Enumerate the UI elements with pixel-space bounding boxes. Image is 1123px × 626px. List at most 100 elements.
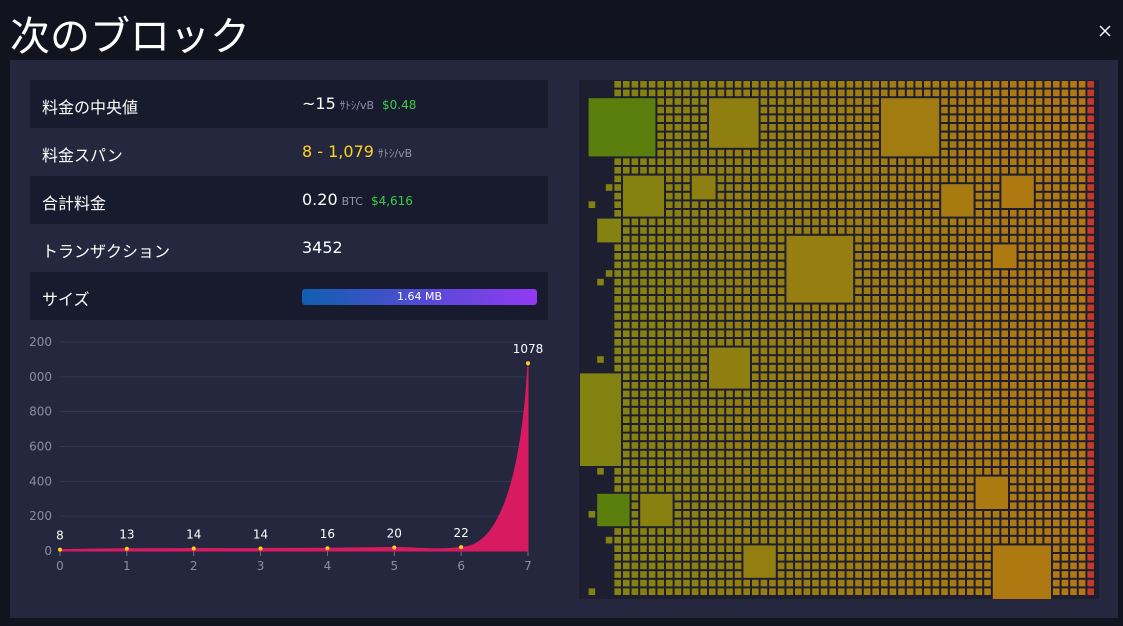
tx-block [795,373,802,380]
tx-block [1070,321,1077,329]
tx-block [1053,106,1060,114]
tx-block [1070,98,1077,105]
tx-block [992,536,1000,544]
tx-block [1087,588,1094,595]
tx-block [872,106,879,114]
tx-block [717,210,725,217]
tx-block [734,192,742,200]
tx-block [777,210,785,217]
tx-block [975,330,983,337]
close-button[interactable] [1098,24,1112,38]
tx-block [1070,511,1077,518]
tx-block [691,356,699,363]
tx-block [889,588,897,595]
tx-block [1035,244,1043,251]
tx-block [674,296,682,303]
tx-block [1035,278,1043,286]
tx-block [967,253,974,260]
tx-block [777,528,785,535]
tx-block [1027,476,1034,484]
tx-block [717,545,725,552]
tx-block [631,407,639,415]
tx-block [932,468,940,475]
tx-block [752,399,759,406]
tx-block [1078,528,1086,535]
tx-block [855,579,862,587]
tx-block [992,201,1000,208]
tx-block [846,468,854,475]
tx-block [795,313,802,320]
tx-block [803,476,811,484]
tx-block [855,81,862,88]
tx-block [863,485,871,492]
tx-block [769,175,776,183]
tx-block [846,175,854,183]
tx-block [752,442,759,449]
tx-block [838,571,845,578]
tx-block [1070,210,1077,217]
tx-block [614,562,621,570]
tx-block [674,528,682,535]
tx-block [855,382,862,389]
tx-block [1018,442,1026,449]
tx-block [958,407,965,415]
tx-block [958,571,965,578]
tx-block [726,450,733,458]
tx-block [795,399,802,406]
tx-block [657,253,664,260]
tx-block [717,339,725,346]
tx-block [743,304,750,312]
tx-block [949,347,957,355]
tx-block [803,175,811,183]
tx-block [691,562,699,570]
tx-block [666,201,673,208]
tx-block [915,270,922,277]
tx-block [872,98,879,105]
tx-block [1061,278,1069,286]
tx-block [1087,81,1094,88]
tx-block [777,141,785,148]
tx-block [1078,270,1086,277]
tx-block [846,347,854,355]
tx-block [1053,81,1060,88]
tx-block [1027,261,1034,269]
tx-block [666,98,673,105]
tx-block [760,184,768,191]
tx-block [760,89,768,97]
tx-block [812,545,819,552]
tx-block [648,476,656,484]
tx-block [1027,356,1034,363]
tx-block [1035,468,1043,475]
tx-block [648,571,656,578]
tx-block [631,536,639,544]
tx-block [769,442,776,449]
tx-block [812,115,819,122]
tx-block [674,201,682,208]
tx-block [1070,468,1077,475]
tx-block [760,244,768,251]
tx-block [1018,287,1026,294]
tx-block [1035,192,1043,200]
tx-block [743,485,750,492]
tx-block [838,493,845,501]
tx-block [949,175,957,183]
tx-block [674,373,682,380]
tx-block [623,167,630,174]
tx-block [941,115,948,122]
tx-block [812,571,819,578]
tx-block [1087,485,1094,492]
tx-block [1078,588,1086,595]
tx-block [657,141,664,148]
tx-block [1053,98,1060,105]
tx-block [666,89,673,97]
tx-block [889,175,897,183]
tx-block [941,390,948,398]
tx-block [631,433,639,441]
tx-block [915,433,922,441]
tx-block [941,261,948,269]
tx-block [1010,210,1017,217]
tx-block [958,313,965,320]
tx-block [872,270,879,277]
tx-block [752,407,759,415]
tx-block [958,562,965,570]
